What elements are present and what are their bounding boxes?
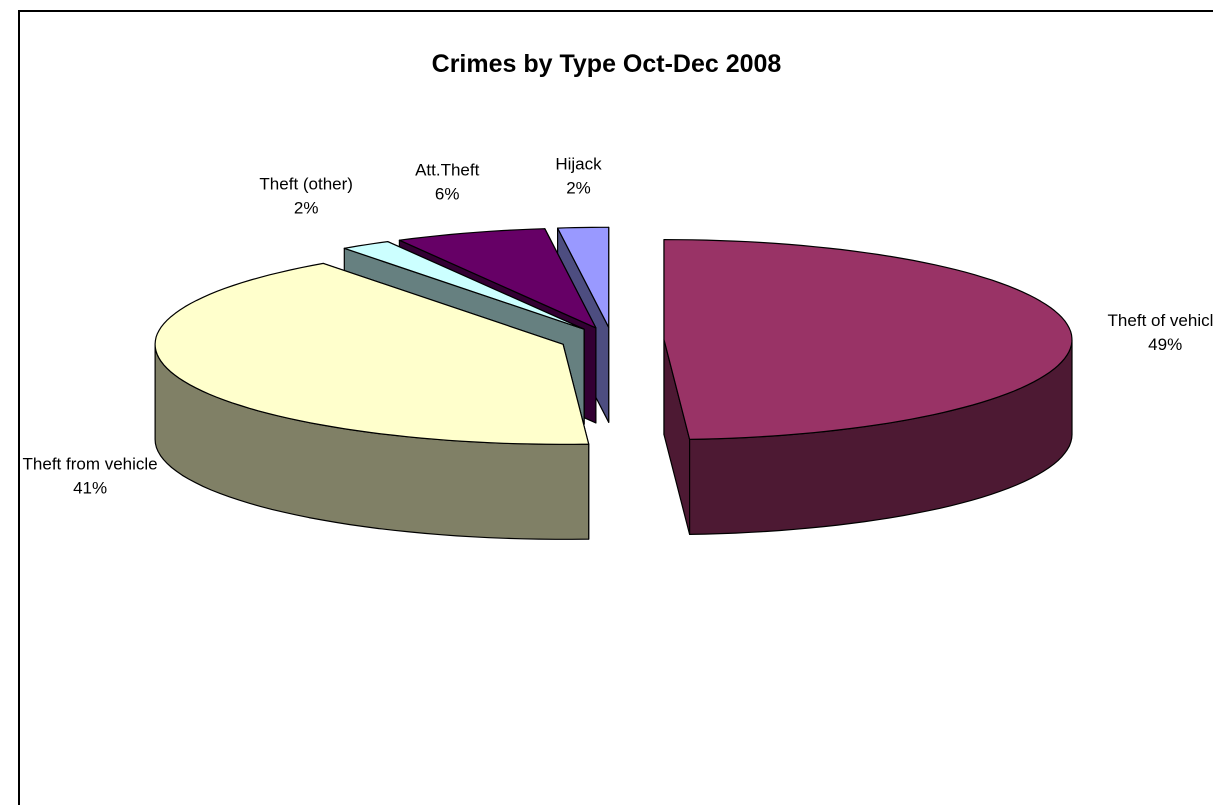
pie-slice-att-theft xyxy=(398,228,597,329)
category-label: Att.Theft xyxy=(415,161,480,180)
data-label-att-theft: Att.Theft 6% xyxy=(415,161,480,204)
percent-label: 2% xyxy=(294,199,319,218)
chart-area xyxy=(18,10,1213,805)
category-label: Hijack xyxy=(555,155,602,174)
data-label-theft-from-vehicle: Theft from vehicle 41% xyxy=(23,454,158,497)
pie-slice-theft-of-vehicle xyxy=(663,239,1073,440)
category-label: Theft (other) xyxy=(259,175,353,194)
pie-slice-hijack xyxy=(557,226,610,328)
category-label: Theft from vehicle xyxy=(23,454,158,473)
category-label: Theft of vehicle xyxy=(1108,311,1213,330)
percent-label: 2% xyxy=(566,179,591,198)
data-label-theft-of-vehicle: Theft of vehicle 49% xyxy=(1108,311,1213,354)
data-label-theft-other: Theft (other) 2% xyxy=(259,175,353,218)
percent-label: 6% xyxy=(435,185,460,204)
pie-slice-theft-from-vehicle xyxy=(154,262,590,445)
percent-label: 49% xyxy=(1148,335,1182,354)
data-label-hijack: Hijack 2% xyxy=(555,155,602,198)
percent-label: 41% xyxy=(73,478,107,497)
chart-title: Crimes by Type Oct-Dec 2008 xyxy=(431,50,782,78)
pie-slice-theft-other xyxy=(343,241,585,330)
